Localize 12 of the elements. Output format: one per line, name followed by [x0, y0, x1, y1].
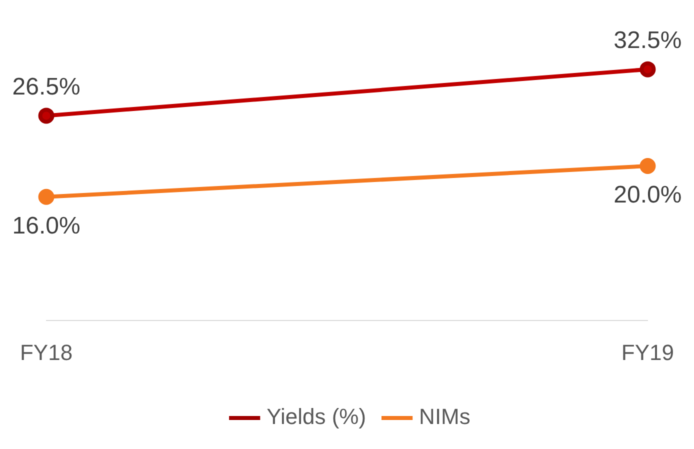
data-label: 32.5% [614, 26, 682, 54]
data-label: 20.0% [614, 182, 682, 209]
point [640, 61, 656, 78]
legend-label: Yields (%) [266, 404, 366, 430]
data-label: 26.5% [12, 73, 80, 100]
point [38, 188, 54, 205]
data-label: 16.0% [12, 212, 80, 240]
legend-label: NIMs [419, 404, 470, 430]
x-tick-label: FY19 [621, 340, 674, 365]
x-tick-label: FY18 [20, 340, 73, 365]
point [38, 108, 54, 124]
point [640, 158, 656, 174]
